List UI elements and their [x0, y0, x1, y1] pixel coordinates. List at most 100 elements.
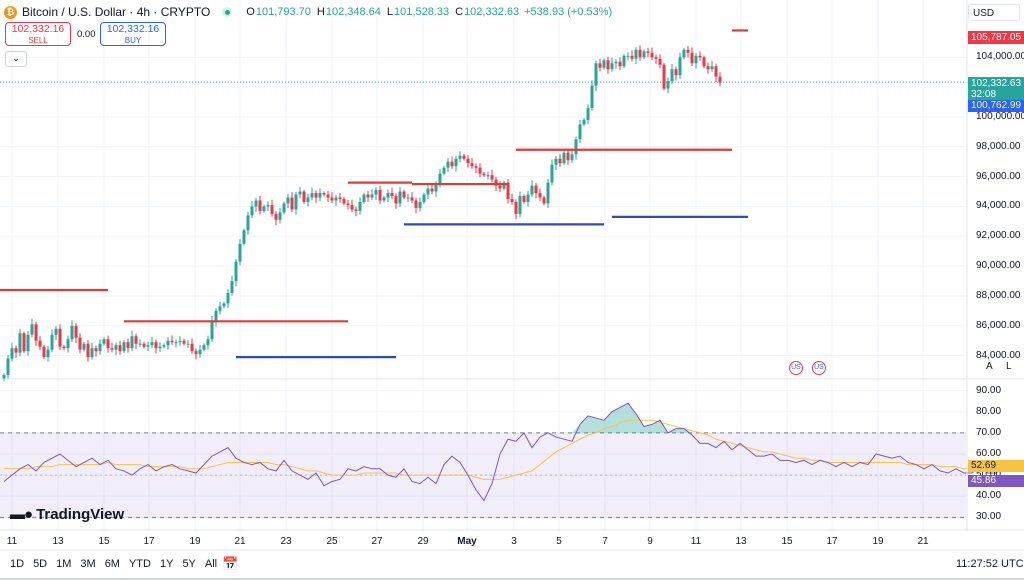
range-button-ytd[interactable]: YTD: [128, 558, 151, 570]
candle: [170, 335, 174, 345]
time-tick-label: 25: [326, 536, 338, 547]
candle: [166, 337, 170, 350]
candle-body: [310, 193, 314, 198]
candle-body: [30, 324, 34, 335]
candle: [194, 348, 198, 360]
candle-body: [574, 139, 578, 155]
candle-body: [542, 197, 546, 204]
candle: [498, 181, 502, 193]
symbol-title[interactable]: Bitcoin / U.S. Dollar · 4h · CRYPTO: [22, 5, 211, 19]
candle-body: [642, 51, 646, 58]
clock[interactable]: 11:27:52 UTC: [956, 558, 1024, 570]
market-status-icon[interactable]: [222, 7, 233, 17]
candle: [410, 192, 414, 204]
candle: [46, 346, 50, 362]
sell-button[interactable]: 102,332.16 SELL: [5, 22, 71, 46]
candle: [562, 150, 566, 165]
candle: [570, 148, 574, 163]
range-button-5d[interactable]: 5D: [33, 558, 48, 570]
candle-body: [110, 348, 114, 350]
candle-body: [426, 188, 430, 195]
candle-body: [254, 200, 258, 207]
candle: [530, 180, 534, 198]
candle-body: [610, 63, 614, 70]
candle: [322, 191, 326, 197]
candle: [82, 341, 86, 352]
tradingview-logo[interactable]: ▬● TradingView: [10, 506, 124, 523]
time-tick-label: 7: [602, 536, 608, 547]
candle-body: [250, 206, 254, 216]
candle-body: [370, 194, 374, 198]
time-tick-label: 5: [556, 536, 562, 547]
candle: [342, 197, 346, 206]
candle-body: [626, 55, 630, 57]
candle-body: [190, 343, 194, 352]
calendar-icon[interactable]: 📅: [222, 556, 239, 571]
candle: [182, 338, 186, 346]
candle-body: [66, 339, 70, 349]
candle: [74, 323, 78, 344]
candle-body: [38, 340, 42, 347]
candle-body: [186, 343, 190, 345]
range-button-1y[interactable]: 1Y: [159, 558, 174, 570]
candle: [10, 342, 14, 362]
candle-body: [678, 57, 682, 76]
log-scale-button[interactable]: L: [1006, 361, 1012, 372]
collapse-legend-button[interactable]: ⌄: [5, 51, 27, 67]
candle: [250, 201, 254, 219]
candle-body: [206, 339, 210, 346]
time-tick-label: 9: [647, 536, 653, 547]
candle: [358, 197, 362, 215]
candle-body: [58, 328, 62, 347]
candle: [366, 190, 370, 202]
candle: [554, 156, 558, 171]
range-button-6m[interactable]: 6M: [104, 558, 120, 570]
range-button-1m[interactable]: 1M: [56, 558, 72, 570]
candle: [566, 149, 570, 165]
range-button-5y[interactable]: 5Y: [182, 558, 196, 570]
candle-body: [82, 343, 86, 350]
candle: [314, 190, 318, 203]
buy-button[interactable]: 102,332.16 BUY: [100, 22, 166, 46]
range-button-3m[interactable]: 3M: [80, 558, 96, 570]
candle-body: [662, 64, 666, 89]
candle: [710, 60, 714, 72]
us-flag-event-icon[interactable]: US: [812, 361, 826, 375]
candle: [370, 189, 374, 201]
range-button-all[interactable]: All: [204, 558, 218, 570]
time-tick-label: 19: [189, 536, 201, 547]
candle-body: [602, 60, 606, 68]
candle-body: [354, 209, 358, 211]
candle: [238, 239, 242, 266]
candle-body: [130, 336, 134, 349]
candle-body: [366, 194, 370, 198]
currency-select[interactable]: USD: [968, 4, 1020, 21]
candle: [362, 192, 366, 204]
candle: [178, 336, 182, 346]
candle: [698, 51, 702, 61]
us-flag-event-icon[interactable]: US: [789, 361, 803, 375]
candle-body: [462, 155, 466, 159]
candle: [510, 193, 514, 205]
time-tick-label: 21: [917, 536, 929, 547]
candle-body: [74, 325, 78, 338]
range-button-1d[interactable]: 1D: [10, 558, 25, 570]
price-tick-label: 100,000.00: [976, 110, 1024, 122]
high-key: H: [316, 6, 325, 18]
candle-body: [418, 201, 422, 208]
candle: [34, 321, 38, 347]
candle: [126, 338, 130, 353]
candle: [482, 171, 486, 177]
chevron-down-icon: ⌄: [12, 53, 20, 63]
candle: [606, 56, 610, 74]
candle-body: [194, 351, 198, 355]
candle-body: [322, 193, 326, 195]
candle: [702, 55, 706, 69]
candle-body: [698, 55, 702, 58]
auto-scale-button[interactable]: A: [986, 361, 993, 372]
candle: [690, 47, 694, 66]
candle-body: [390, 193, 394, 197]
candle-body: [62, 346, 66, 349]
candle: [666, 77, 670, 94]
